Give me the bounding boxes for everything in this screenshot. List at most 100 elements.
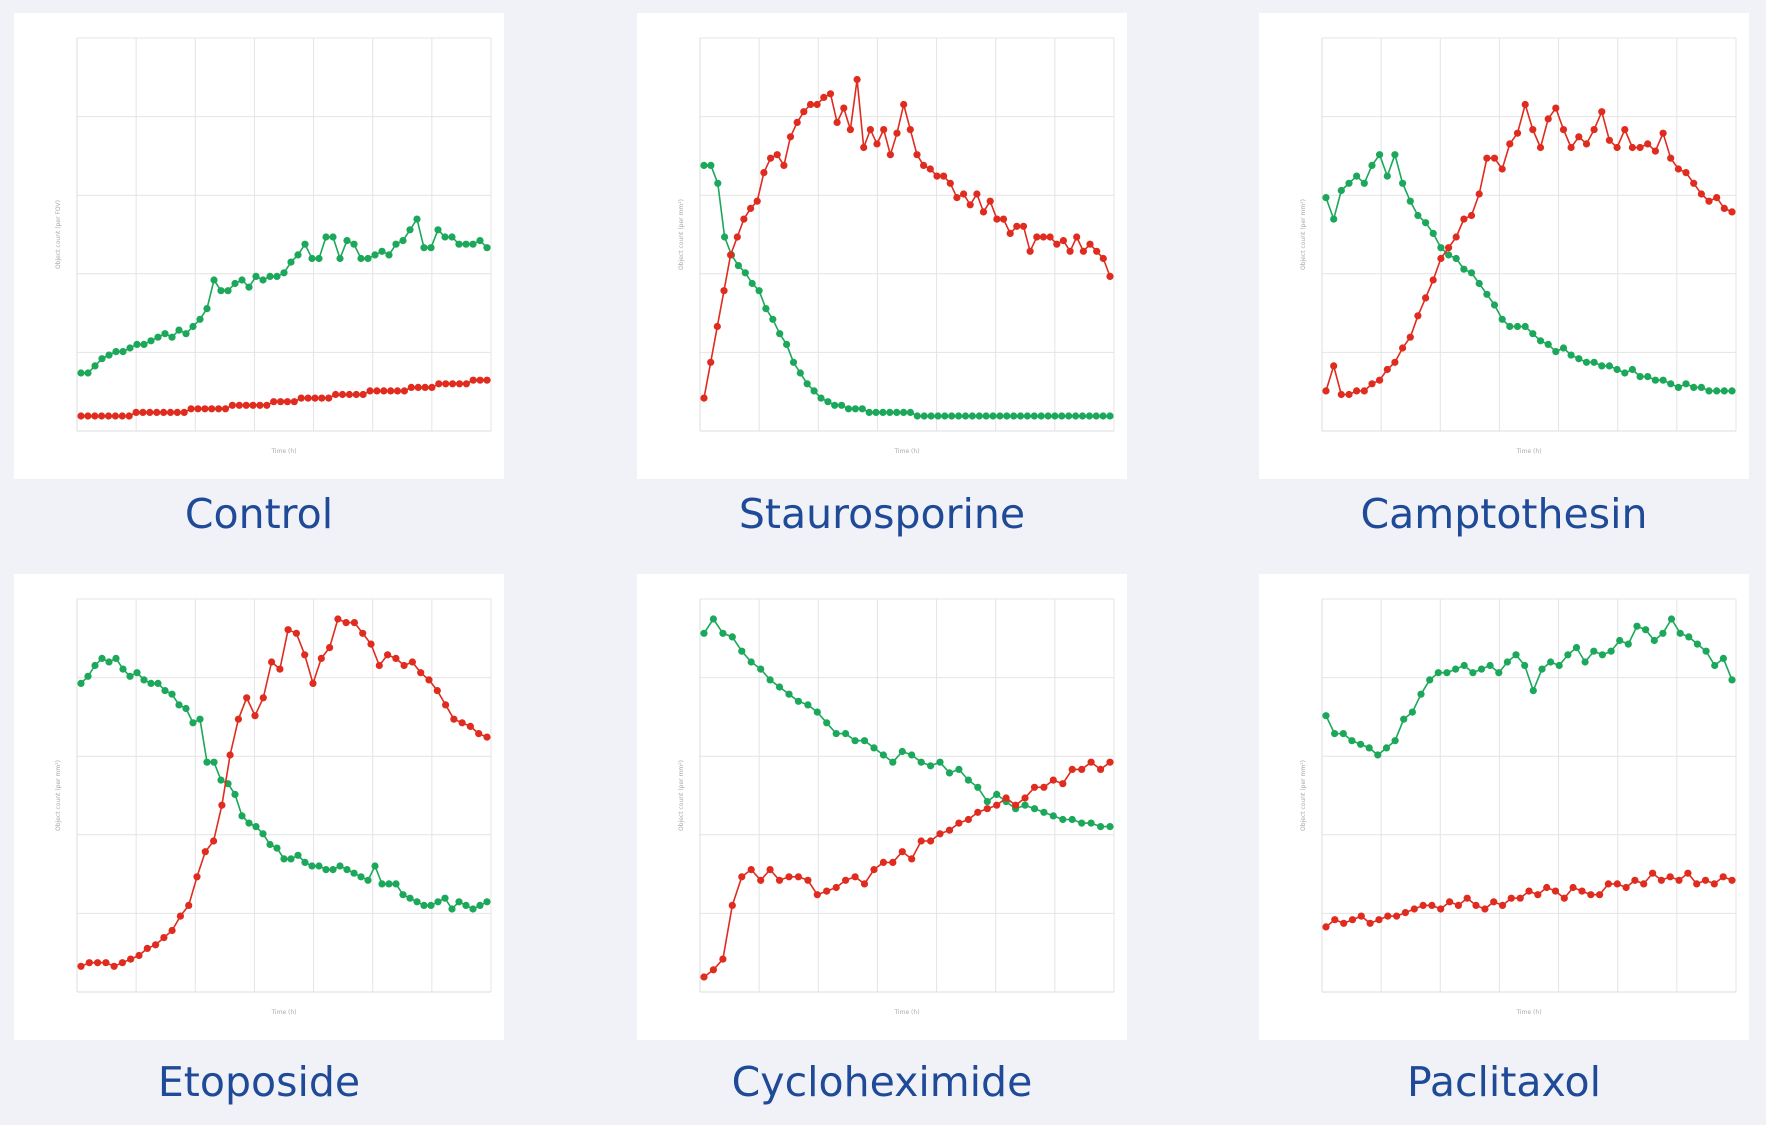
green-data-point — [927, 762, 935, 770]
red-data-point — [1012, 801, 1020, 809]
red-data-point — [292, 629, 300, 637]
green-data-point — [803, 380, 811, 388]
green-data-point — [794, 697, 802, 705]
green-data-point — [1719, 654, 1727, 662]
red-data-point — [301, 651, 309, 659]
green-data-point — [427, 901, 435, 909]
red-data-point — [1366, 919, 1374, 927]
green-data-point — [406, 226, 414, 234]
red-data-point — [813, 100, 821, 109]
green-data-point — [469, 905, 477, 913]
green-data-point — [1003, 412, 1011, 420]
green-data-point — [91, 661, 99, 670]
green-data-point — [196, 315, 204, 323]
red-data-point — [110, 962, 118, 970]
red-data-point — [1330, 362, 1338, 370]
green-data-point — [238, 812, 246, 820]
red-data-point — [979, 208, 988, 216]
red-data-point — [1506, 140, 1514, 148]
red-data-point — [793, 118, 801, 126]
green-data-point — [203, 305, 211, 313]
red-data-point — [210, 837, 218, 845]
red-data-point — [153, 408, 161, 416]
red-data-point — [1437, 254, 1445, 263]
red-data-point — [342, 619, 350, 627]
red-data-point — [290, 398, 298, 406]
green-data-point — [259, 830, 267, 838]
y-axis-title: Object count (per mm²) — [678, 199, 685, 270]
green-data-point — [357, 873, 365, 881]
red-data-point — [986, 197, 994, 205]
green-data-point — [1674, 383, 1682, 391]
green-data-point — [700, 629, 708, 637]
red-data-point — [1587, 891, 1595, 899]
green-data-point — [245, 819, 253, 827]
green-data-point — [140, 676, 148, 684]
green-data-point — [1544, 340, 1552, 348]
red-data-point — [826, 90, 835, 98]
green-data-point — [224, 287, 232, 295]
green-data-point — [427, 244, 435, 252]
red-data-point — [297, 394, 305, 402]
green-data-point — [161, 330, 169, 338]
red-data-point — [993, 801, 1001, 809]
green-data-point — [968, 412, 976, 420]
red-data-point — [966, 201, 974, 209]
chart-panel-etoposide: Time (h) Object count (per mm²) — [14, 574, 504, 1040]
green-data-point — [1711, 661, 1719, 670]
red-data-point — [842, 876, 850, 884]
green-data-point — [301, 858, 309, 866]
red-data-point — [407, 383, 415, 391]
green-data-point — [1376, 151, 1384, 159]
red-data-point — [366, 387, 374, 395]
green-data-point — [1521, 322, 1529, 331]
red-data-point — [1046, 233, 1054, 241]
red-data-point — [983, 805, 991, 813]
green-data-point — [483, 898, 491, 906]
red-data-point — [1628, 143, 1636, 152]
red-data-point — [1073, 233, 1081, 241]
red-data-point — [1019, 222, 1028, 230]
red-data-point — [1693, 880, 1701, 888]
green-data-point — [1513, 322, 1522, 331]
green-data-point — [105, 658, 113, 666]
red-data-point — [1521, 100, 1529, 109]
red-data-point — [823, 887, 831, 895]
green-data-point — [785, 690, 793, 698]
green-data-point — [974, 783, 982, 791]
green-data-point — [1460, 661, 1468, 670]
green-data-point — [1030, 805, 1039, 813]
green-data-point — [1567, 351, 1575, 359]
red-data-point — [1429, 276, 1437, 284]
green-data-point — [231, 279, 239, 288]
green-data-point — [259, 276, 267, 284]
red-data-point — [1066, 247, 1074, 255]
red-data-point — [166, 408, 175, 416]
green-data-point — [406, 894, 414, 902]
red-data-point — [143, 944, 151, 952]
red-data-point — [152, 941, 160, 949]
green-data-point — [378, 880, 386, 888]
red-data-point — [408, 658, 416, 666]
green-data-point — [1092, 412, 1100, 420]
green-data-point — [399, 237, 407, 245]
green-data-point — [357, 254, 365, 263]
green-data-point — [1360, 179, 1368, 187]
chart-control: Time (h) Object count (per FOV) — [55, 37, 492, 455]
red-data-point — [1086, 240, 1094, 248]
red-data-point — [1604, 880, 1612, 888]
red-data-point — [160, 408, 168, 416]
green-data-point — [329, 233, 337, 241]
red-data-point — [1640, 880, 1648, 888]
red-data-point — [311, 394, 319, 402]
red-data-point — [433, 687, 441, 695]
green-series-line — [1325, 153, 1732, 392]
chart-etoposide: Time (h) Object count (per mm²) — [55, 598, 492, 1016]
red-data-point — [1567, 143, 1575, 152]
green-data-point — [1559, 344, 1568, 352]
green-data-point — [371, 862, 379, 870]
red-data-point — [1536, 143, 1545, 152]
red-data-point — [259, 694, 267, 702]
green-data-point — [1486, 661, 1494, 670]
green-data-point — [1010, 412, 1018, 420]
